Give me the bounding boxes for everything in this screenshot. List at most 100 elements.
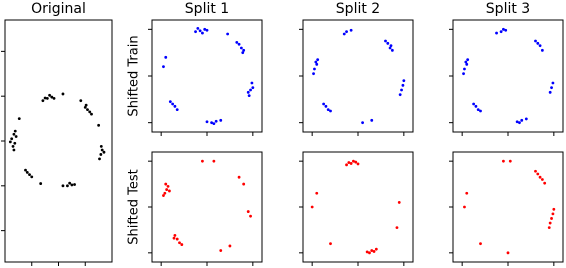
point bbox=[166, 184, 170, 188]
point bbox=[502, 159, 505, 163]
point bbox=[506, 251, 510, 255]
point bbox=[534, 169, 537, 173]
point bbox=[214, 119, 218, 123]
point bbox=[551, 81, 555, 85]
point bbox=[342, 32, 346, 36]
point bbox=[98, 157, 101, 161]
point bbox=[12, 148, 16, 152]
point bbox=[312, 72, 315, 76]
point bbox=[374, 247, 378, 251]
point bbox=[349, 28, 353, 32]
point bbox=[163, 191, 167, 195]
point bbox=[70, 183, 74, 187]
point bbox=[398, 93, 402, 97]
point bbox=[97, 123, 101, 127]
point bbox=[237, 175, 241, 179]
point bbox=[508, 159, 512, 163]
point bbox=[479, 242, 482, 246]
point bbox=[50, 95, 54, 99]
point bbox=[88, 110, 92, 114]
point bbox=[79, 99, 83, 103]
point bbox=[345, 30, 348, 34]
point bbox=[13, 141, 17, 145]
point bbox=[8, 140, 12, 144]
point bbox=[246, 90, 250, 94]
point bbox=[474, 104, 478, 108]
point bbox=[226, 32, 230, 36]
point bbox=[175, 108, 179, 111]
point bbox=[196, 27, 200, 30]
point bbox=[247, 94, 251, 97]
point bbox=[198, 29, 202, 33]
point bbox=[536, 41, 540, 45]
axes-frame bbox=[151, 151, 263, 263]
panel-title: Split 1 bbox=[185, 1, 229, 17]
panel-title: Original bbox=[31, 1, 86, 17]
point bbox=[465, 191, 469, 195]
point bbox=[465, 62, 469, 66]
point bbox=[165, 188, 169, 191]
point bbox=[389, 44, 393, 48]
point bbox=[84, 103, 88, 107]
point bbox=[463, 67, 466, 71]
point bbox=[356, 162, 360, 166]
point bbox=[313, 67, 316, 71]
point bbox=[370, 249, 374, 252]
panel-title: Split 3 bbox=[486, 1, 530, 17]
point bbox=[547, 226, 551, 230]
point bbox=[41, 99, 45, 103]
point bbox=[171, 102, 175, 106]
point bbox=[173, 104, 177, 108]
point bbox=[86, 108, 89, 112]
point bbox=[352, 159, 355, 163]
point bbox=[384, 39, 387, 43]
point bbox=[354, 160, 358, 164]
point bbox=[10, 137, 14, 141]
point bbox=[219, 118, 223, 122]
point bbox=[368, 251, 371, 255]
axes-frame bbox=[452, 151, 564, 263]
point bbox=[164, 55, 168, 59]
point bbox=[518, 121, 521, 125]
point bbox=[178, 241, 181, 245]
point bbox=[345, 163, 348, 167]
point bbox=[370, 118, 374, 122]
point bbox=[315, 62, 319, 66]
point bbox=[173, 234, 177, 237]
row-label: Shifted Test bbox=[127, 169, 142, 245]
point bbox=[463, 205, 466, 209]
point bbox=[235, 41, 239, 44]
point bbox=[237, 42, 241, 46]
point bbox=[61, 92, 65, 96]
point bbox=[48, 93, 51, 97]
point bbox=[242, 48, 246, 52]
point bbox=[172, 236, 176, 240]
panel-title: Split 2 bbox=[336, 1, 380, 17]
point bbox=[30, 175, 34, 179]
point bbox=[543, 181, 547, 185]
point bbox=[395, 226, 399, 230]
point bbox=[73, 183, 76, 186]
point bbox=[68, 181, 72, 185]
point bbox=[538, 175, 542, 179]
point bbox=[210, 121, 213, 125]
row-label: Shifted Train bbox=[127, 35, 142, 116]
point bbox=[162, 65, 165, 69]
point bbox=[219, 249, 223, 252]
point bbox=[499, 30, 503, 34]
point bbox=[100, 148, 104, 152]
point bbox=[472, 102, 476, 106]
axes-frame bbox=[302, 151, 414, 263]
point bbox=[534, 39, 537, 43]
point bbox=[11, 144, 15, 148]
point bbox=[495, 31, 498, 35]
point bbox=[551, 212, 555, 216]
point bbox=[515, 120, 519, 124]
point bbox=[349, 162, 353, 165]
point bbox=[540, 178, 544, 181]
point bbox=[24, 168, 27, 172]
point bbox=[241, 51, 245, 55]
axes-frame bbox=[151, 19, 263, 133]
point bbox=[479, 109, 482, 113]
